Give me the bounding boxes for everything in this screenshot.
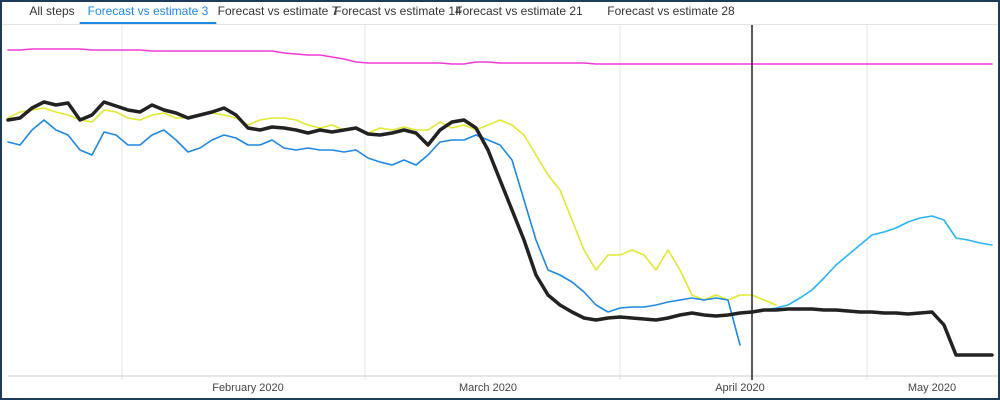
- x-tick-label: March 2020: [459, 382, 517, 394]
- tab[interactable]: Forecast vs estimate 28: [607, 4, 735, 18]
- series-line: [7, 119, 741, 346]
- x-tick-label: February 2020: [212, 382, 284, 394]
- tab[interactable]: All steps: [29, 4, 74, 18]
- x-tick-label: April 2020: [715, 382, 765, 394]
- tab[interactable]: Forecast vs estimate 14: [334, 4, 462, 18]
- tab-bar: All steps Forecast vs estimate 3 Forecast …: [29, 4, 735, 24]
- series-line: [7, 107, 777, 306]
- plot: February 2020 March 2020 April 2020 May 202…: [6, 48, 994, 394]
- x-tick-label: May 2020: [908, 382, 956, 394]
- tab[interactable]: Forecast vs estimate 21: [455, 4, 583, 18]
- series-line: [6, 100, 994, 357]
- vertical-grid: [121, 25, 868, 380]
- series-line: [7, 48, 993, 65]
- tab[interactable]: Forecast vs estimate 3: [88, 4, 209, 18]
- tab[interactable]: Forecast vs estimate 7: [218, 4, 339, 18]
- series-line: [751, 215, 993, 313]
